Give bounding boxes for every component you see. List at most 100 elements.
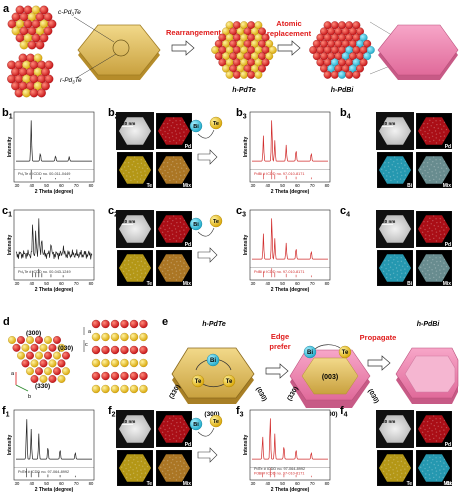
map-speckle [183, 160, 186, 163]
map-speckle [168, 168, 171, 170]
pd-atom [139, 371, 148, 381]
pd-atom [258, 64, 266, 73]
map-speckle [424, 228, 426, 231]
map-speckle [136, 470, 139, 472]
svg-text:a: a [11, 371, 15, 377]
map-speckle [435, 142, 438, 144]
tick-label: 40 [29, 183, 34, 188]
map-speckle [396, 479, 399, 481]
eds-map-grid: 20 nm Pd Te Mix [116, 112, 192, 189]
map-speckle [171, 472, 174, 474]
map-speckle [140, 269, 142, 271]
map-speckle [172, 160, 174, 163]
map-speckle [143, 276, 145, 279]
map-speckle [425, 473, 427, 475]
map-speckle [164, 437, 167, 440]
te-atom [225, 70, 234, 79]
element-label: Pd [445, 144, 451, 150]
map-speckle [443, 219, 446, 222]
map-speckle [136, 279, 139, 281]
map-speckle [171, 269, 173, 271]
plot-frame [13, 111, 95, 183]
svg-text:r-Pd3Te: r-Pd3Te [60, 77, 82, 85]
map-speckle [421, 172, 424, 175]
map-speckle [183, 433, 186, 435]
map-speckle [183, 462, 185, 464]
te-atom [240, 70, 248, 79]
map-speckle [443, 429, 445, 431]
map-speckle [164, 237, 167, 240]
map-speckle [439, 269, 441, 271]
map-speckle [144, 458, 147, 461]
pd-atom [53, 336, 61, 344]
pd3te-plate [77, 24, 161, 80]
arrow-icon [171, 40, 195, 56]
map-speckle [404, 272, 407, 274]
map-speckle [396, 274, 398, 276]
map-particle [119, 415, 151, 443]
map-speckle [123, 166, 126, 168]
map-speckle [443, 223, 445, 225]
map-speckle [141, 174, 143, 177]
map-speckle [160, 168, 162, 170]
facet-030-left: (030) [254, 386, 268, 403]
map-speckle [183, 429, 185, 431]
map-speckle [389, 176, 392, 178]
map-speckle [439, 469, 441, 471]
map-speckle [396, 470, 399, 472]
map-speckle [428, 227, 431, 229]
eds-map-mix: Mix [156, 250, 192, 287]
map-speckle [164, 130, 166, 133]
map-speckle [426, 463, 429, 465]
pd-atom [41, 67, 50, 77]
map-speckle [174, 467, 177, 469]
map-speckle [175, 440, 178, 442]
y-axis-label: Intensity [243, 235, 249, 256]
map-speckle [127, 263, 130, 265]
facet-300-label: (300) [26, 330, 41, 337]
map-speckle [426, 459, 429, 462]
map-speckle [135, 467, 138, 469]
map-speckle [445, 226, 448, 229]
map-speckle [443, 268, 445, 270]
map-speckle [382, 470, 385, 473]
map-speckle [169, 277, 171, 280]
map-speckle [399, 476, 402, 478]
pd-atom [14, 88, 24, 98]
pd-atom [101, 345, 110, 355]
map-speckle [430, 223, 432, 225]
map-speckle [183, 135, 186, 137]
arrow-icon [277, 40, 301, 56]
map-speckle [136, 181, 139, 183]
pdte-top-view [8, 336, 70, 383]
map-speckle [435, 279, 438, 281]
map-speckle [163, 123, 165, 125]
map-speckle [396, 181, 399, 183]
map-speckle [177, 464, 179, 466]
tick-label: 40 [265, 481, 270, 486]
map-speckle [432, 215, 435, 217]
map-speckle [392, 469, 394, 471]
pd-atom [39, 359, 48, 368]
map-speckle [130, 158, 132, 161]
y-axis-label: Intensity [7, 435, 13, 456]
panel-sublabel: c3 [236, 205, 246, 219]
replacement-label: replacement [267, 29, 312, 38]
map-particle [379, 117, 411, 145]
panel-subscript: 4 [347, 114, 351, 121]
map-speckle [168, 129, 171, 131]
pd-atom [345, 70, 354, 79]
map-speckle [144, 262, 146, 264]
map-speckle [431, 171, 433, 173]
map-speckle [140, 469, 142, 471]
pd-atom [352, 70, 361, 79]
map-particle [418, 254, 450, 282]
eds-map-pd: Pd [416, 411, 452, 448]
map-speckle [438, 139, 441, 141]
map-speckle [426, 424, 429, 426]
map-speckle [168, 474, 171, 476]
panel-subscript: 4 [344, 412, 348, 419]
element-label: Bi [407, 281, 413, 287]
map-speckle [125, 169, 127, 172]
map-speckle [138, 166, 140, 168]
